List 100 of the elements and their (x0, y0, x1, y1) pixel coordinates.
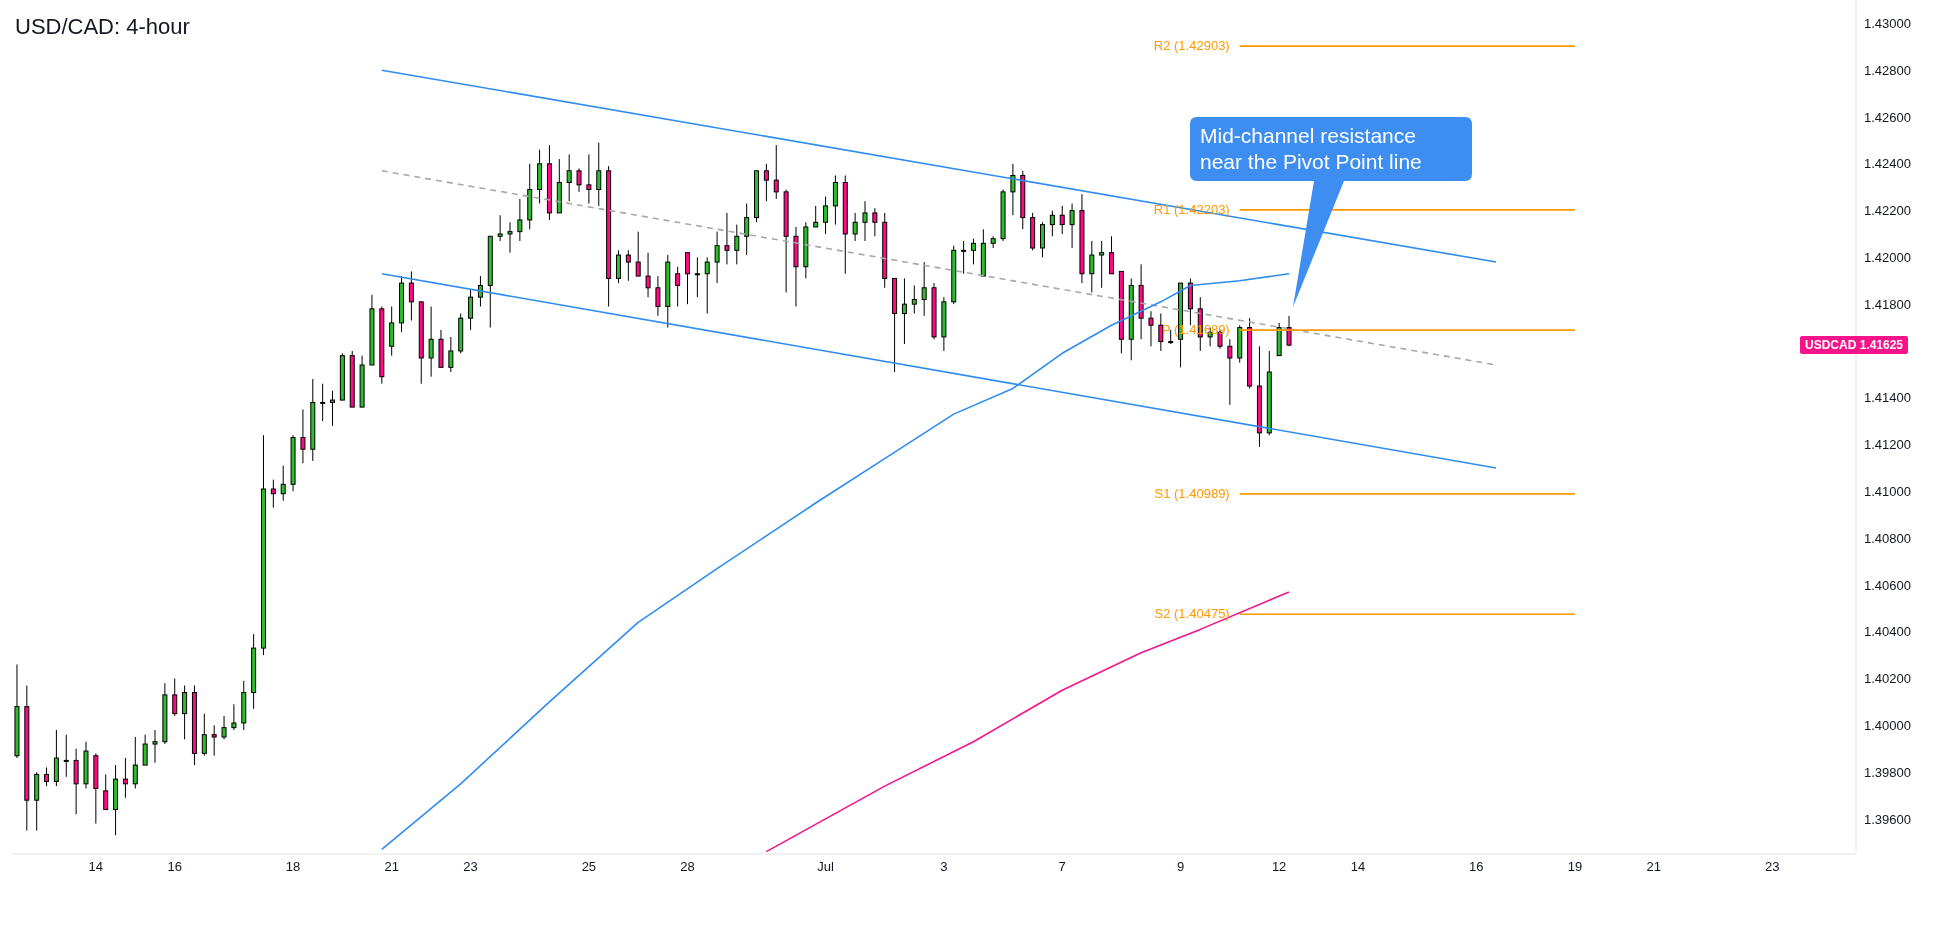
candlestick (182, 685, 188, 740)
candlestick (872, 207, 878, 237)
y-tick-label: 1.40200 (1864, 671, 1911, 687)
y-tick-label: 1.42200 (1864, 203, 1911, 219)
x-tick-label: Jul (817, 859, 834, 875)
candlestick (477, 275, 483, 307)
x-tick-label: 23 (463, 859, 478, 875)
x-tick-label: 9 (1176, 859, 1185, 875)
candlestick (1069, 203, 1075, 249)
candlestick (1010, 163, 1016, 216)
candlestick (221, 715, 227, 740)
y-tick-label: 1.42600 (1864, 109, 1911, 125)
series-label: S1 (1.40989) (1154, 484, 1230, 503)
candlestick (763, 163, 769, 202)
candlestick (862, 200, 868, 242)
x-tick-label: 12 (1271, 859, 1287, 875)
candlestick (389, 306, 395, 357)
candlestick (320, 383, 326, 422)
series-label: R2 (1.42903) (1153, 37, 1230, 56)
candlestick (921, 261, 927, 317)
x-tick-label: 25 (581, 859, 597, 875)
x-tick-label: 16 (1469, 859, 1484, 875)
candlestick (1099, 240, 1105, 289)
candlestick (852, 212, 858, 242)
y-tick-label: 1.42400 (1864, 156, 1911, 172)
candlestick (576, 167, 582, 193)
candlestick (448, 336, 454, 373)
candlestick (1049, 210, 1055, 237)
candlestick (615, 249, 621, 284)
candlestick (635, 231, 641, 277)
candlestick (970, 238, 976, 265)
candlestick (468, 289, 474, 331)
y-tick-label: 1.41400 (1864, 390, 1911, 406)
candlestick (694, 256, 700, 298)
candlestick (231, 703, 237, 731)
candlestick (211, 724, 217, 757)
candlestick (53, 729, 59, 787)
y-tick-label: 1.39800 (1864, 764, 1911, 780)
y-tick-label: 1.42000 (1864, 249, 1911, 265)
x-tick-label: 28 (680, 859, 695, 875)
candlestick (961, 240, 967, 275)
y-tick-label: 1.41000 (1864, 483, 1911, 499)
line-series (765, 591, 1290, 853)
text: USD/CAD: 4-hour (15, 14, 190, 40)
candlestick (330, 390, 336, 427)
candlestick (142, 734, 148, 766)
candlestick (132, 736, 138, 789)
candlestick (744, 203, 750, 256)
candlestick (675, 266, 681, 307)
candlestick (704, 256, 710, 315)
candlestick (655, 275, 661, 317)
candlestick (44, 766, 50, 787)
candlestick (172, 678, 178, 717)
candlestick (497, 214, 503, 242)
candlestick (625, 249, 631, 282)
candlestick (517, 198, 523, 242)
candlestick (596, 142, 602, 207)
x-tick-label: 14 (88, 859, 104, 875)
candlestick (645, 252, 651, 298)
candlestick (408, 270, 414, 322)
candlestick (270, 479, 276, 509)
candlestick (566, 153, 572, 202)
candlestick (901, 277, 907, 345)
y-tick-label: 1.42800 (1864, 62, 1911, 78)
candlestick (685, 252, 690, 305)
candlestick (1227, 338, 1233, 406)
x-tick-label: 18 (285, 859, 301, 875)
candlestick (280, 465, 286, 502)
candlestick (1040, 221, 1045, 258)
candlestick (813, 205, 819, 228)
candlestick (911, 284, 917, 315)
candlestick (1109, 235, 1115, 275)
candlestick (201, 713, 207, 757)
x-tick-label: 23 (1764, 859, 1780, 875)
x-tick-label: 19 (1567, 859, 1583, 875)
candlestick (73, 748, 79, 815)
candlestick (724, 212, 730, 265)
y-tick-label: 1.41200 (1864, 437, 1911, 453)
x-tick-label: 14 (1350, 859, 1366, 875)
y-tick-label: 1.39600 (1864, 811, 1911, 827)
x-tick-label: 21 (384, 859, 399, 875)
candlestick (507, 221, 513, 254)
candlestick (773, 144, 779, 200)
x-tick-label: 16 (167, 859, 182, 875)
candlestick (714, 231, 720, 284)
x-tick-label: 7 (1058, 859, 1066, 875)
candlestick (734, 224, 740, 265)
candlestick (1148, 310, 1154, 347)
y-tick-label: 1.40600 (1864, 577, 1911, 593)
candlestick (428, 306, 434, 378)
series-label: S2 (1.40475) (1154, 605, 1230, 624)
candlestick (586, 153, 592, 205)
y-tick-label: 1.40800 (1864, 530, 1911, 546)
y-tick-label: 1.43000 (1864, 16, 1911, 32)
candlestick (1089, 240, 1095, 293)
y-tick-label: 1.41800 (1864, 296, 1911, 312)
candlestick (63, 734, 69, 778)
candlestick (1158, 313, 1164, 352)
x-tick-label: 3 (940, 859, 948, 875)
annotation: USDCAD 1.41625 (1800, 336, 1909, 355)
